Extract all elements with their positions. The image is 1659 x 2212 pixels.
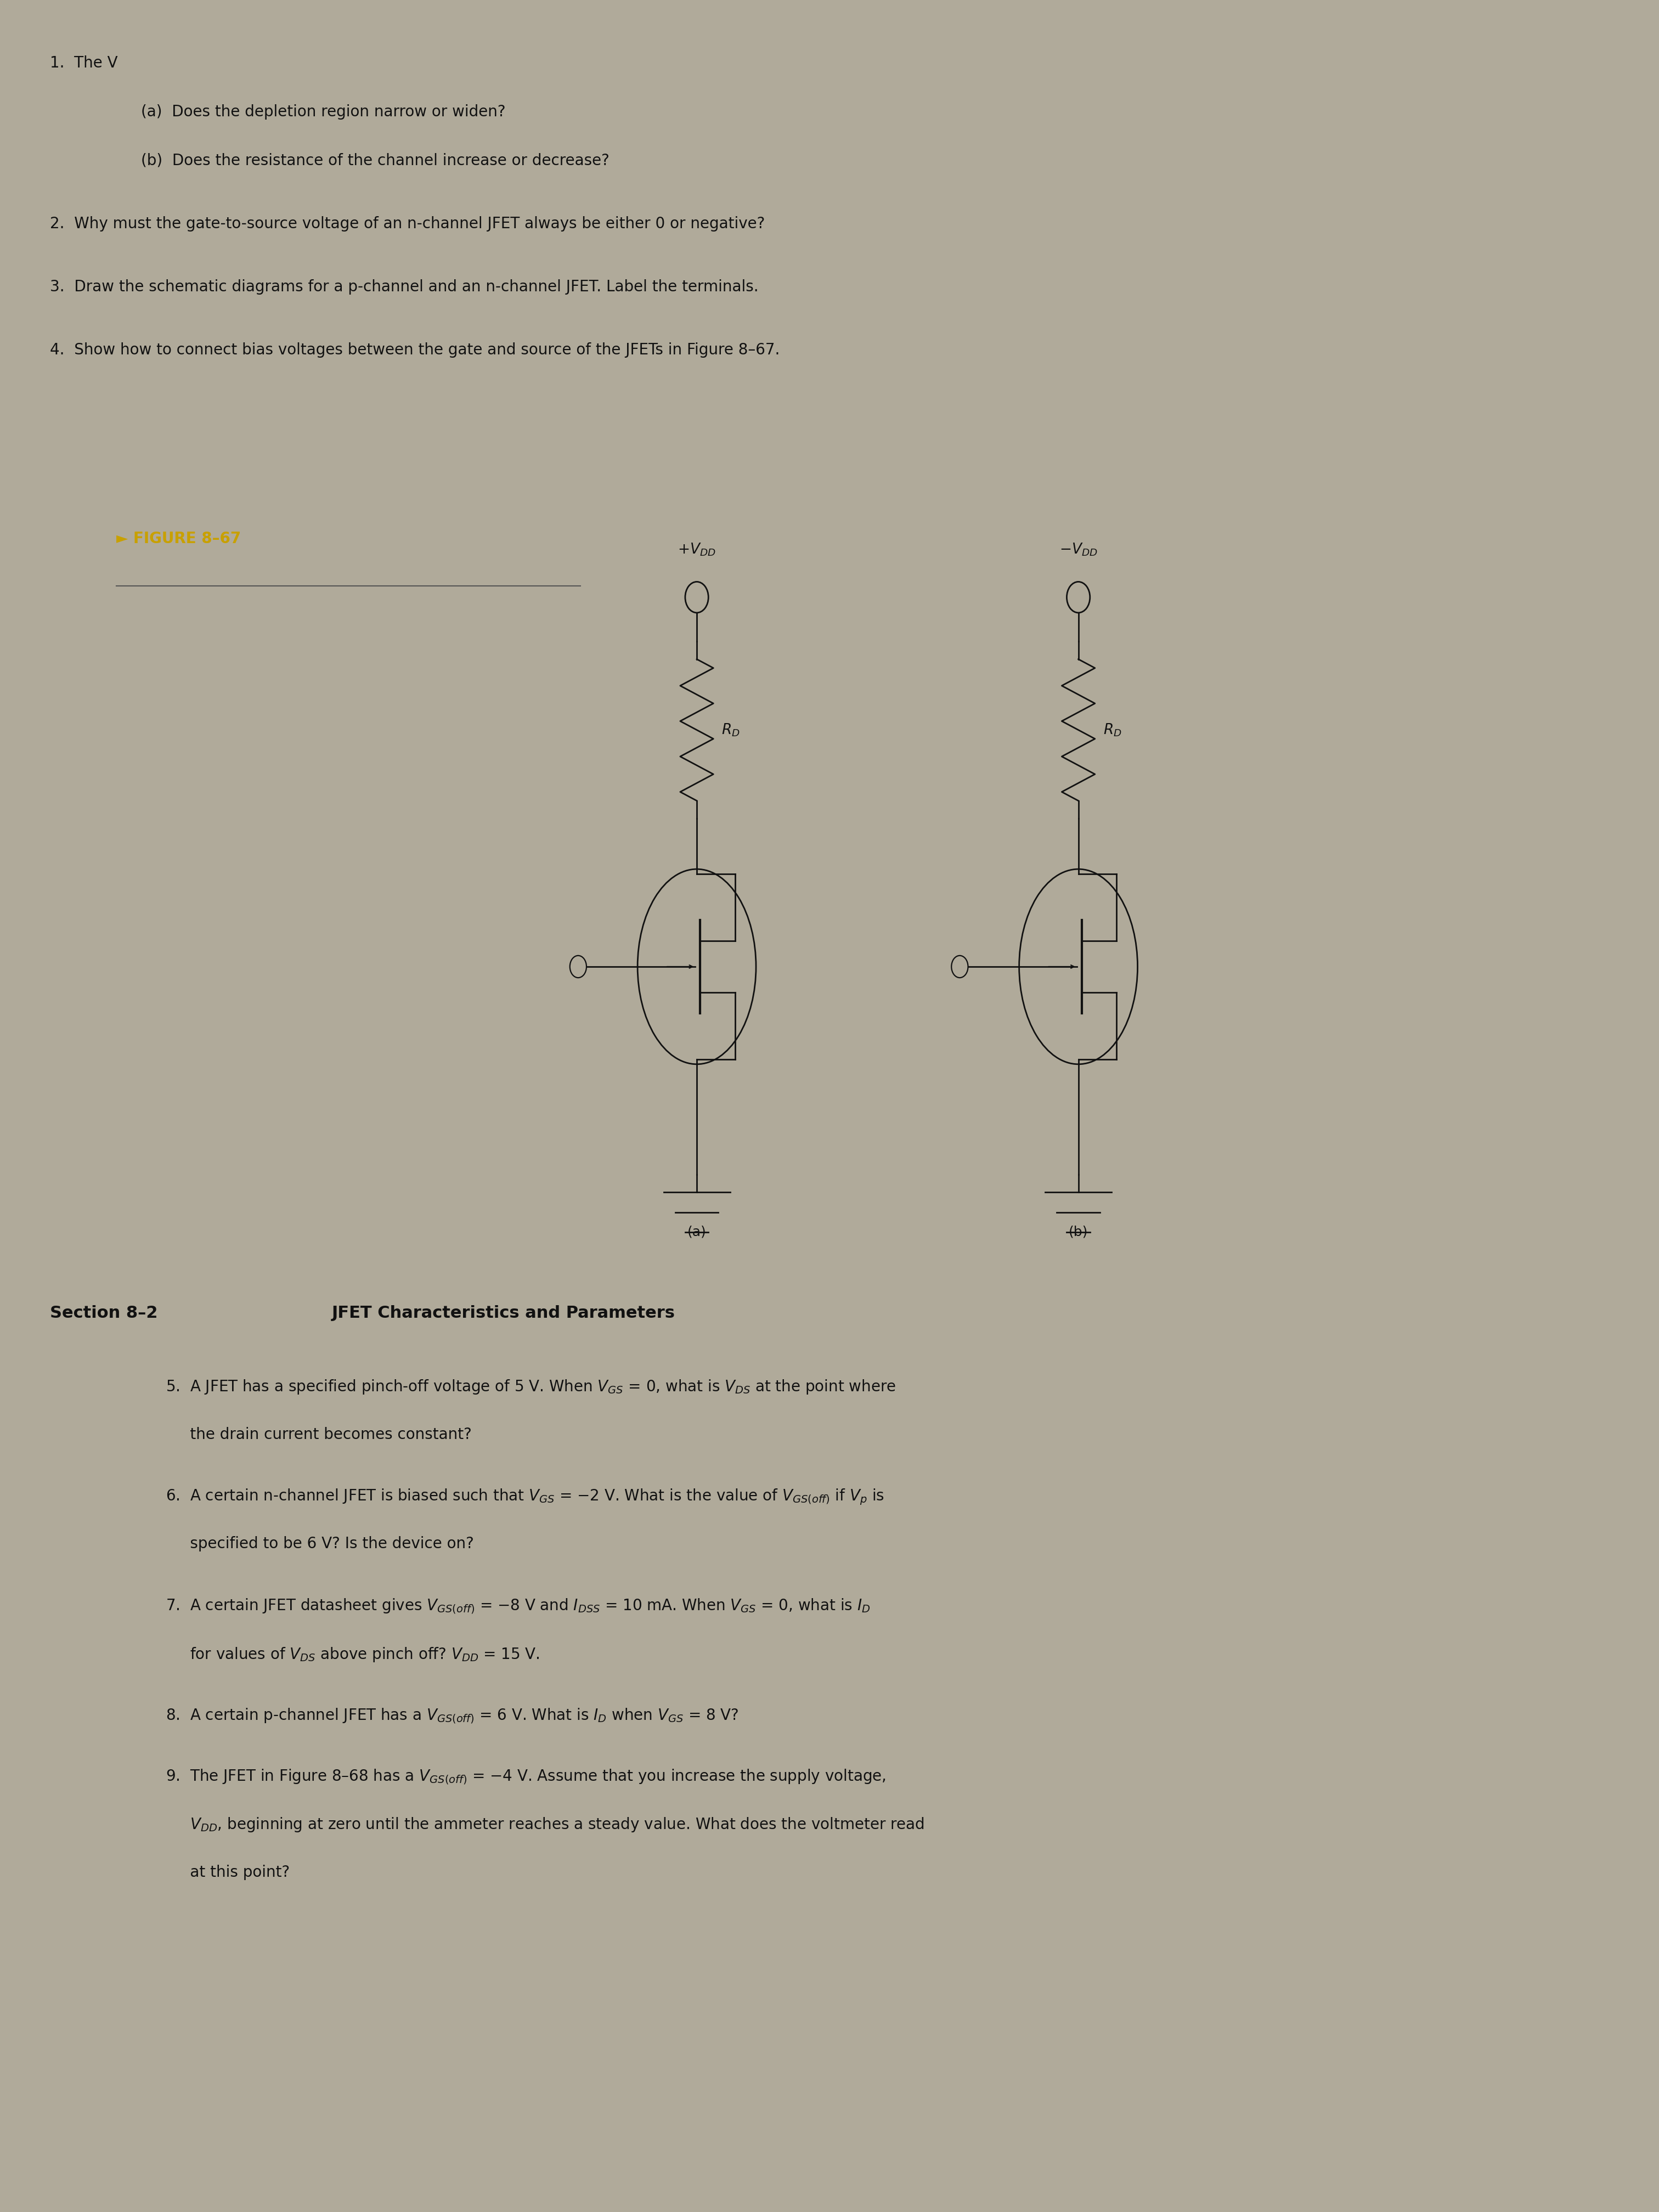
Text: 1.  The V: 1. The V: [50, 55, 118, 71]
Text: $R_D$: $R_D$: [1103, 721, 1121, 739]
Text: (b): (b): [1068, 1225, 1088, 1239]
Text: the drain current becomes constant?: the drain current becomes constant?: [166, 1427, 471, 1442]
Text: 9.  The JFET in Figure 8–68 has a $V_{GS(off)}$ = −4 V. Assume that you increase: 9. The JFET in Figure 8–68 has a $V_{GS(…: [166, 1767, 886, 1785]
Text: 2.  Why must the gate-to-source voltage of an n-channel JFET always be either 0 : 2. Why must the gate-to-source voltage o…: [50, 217, 765, 232]
Text: (b)  Does the resistance of the channel increase or decrease?: (b) Does the resistance of the channel i…: [141, 153, 609, 168]
Text: at this point?: at this point?: [166, 1865, 290, 1880]
Text: ► FIGURE 8–67: ► FIGURE 8–67: [116, 531, 241, 546]
Text: 8.  A certain p-channel JFET has a $V_{GS(off)}$ = 6 V. What is $I_D$ when $V_{G: 8. A certain p-channel JFET has a $V_{GS…: [166, 1708, 738, 1725]
Text: JFET Characteristics and Parameters: JFET Characteristics and Parameters: [332, 1305, 675, 1321]
Text: (a): (a): [687, 1225, 707, 1239]
Text: 7.  A certain JFET datasheet gives $V_{GS(off)}$ = −8 V and $I_{DSS}$ = 10 mA. W: 7. A certain JFET datasheet gives $V_{GS…: [166, 1597, 871, 1615]
Text: $+V_{DD}$: $+V_{DD}$: [677, 542, 717, 557]
Text: for values of $V_{DS}$ above pinch off? $V_{DD}$ = 15 V.: for values of $V_{DS}$ above pinch off? …: [166, 1646, 539, 1663]
Text: $V_{DD}$, beginning at zero until the ammeter reaches a steady value. What does : $V_{DD}$, beginning at zero until the am…: [166, 1816, 924, 1834]
Text: 3.  Draw the schematic diagrams for a p-channel and an n-channel JFET. Label the: 3. Draw the schematic diagrams for a p-c…: [50, 279, 758, 294]
Text: (a)  Does the depletion region narrow or widen?: (a) Does the depletion region narrow or …: [141, 104, 506, 119]
Text: specified to be 6 V? Is the device on?: specified to be 6 V? Is the device on?: [166, 1535, 474, 1551]
Text: 5.  A JFET has a specified pinch-off voltage of 5 V. When $V_{GS}$ = 0, what is : 5. A JFET has a specified pinch-off volt…: [166, 1378, 896, 1396]
Text: 4.  Show how to connect bias voltages between the gate and source of the JFETs i: 4. Show how to connect bias voltages bet…: [50, 343, 780, 358]
Text: $R_D$: $R_D$: [722, 721, 740, 739]
Text: Section 8–2: Section 8–2: [50, 1305, 158, 1321]
Text: 6.  A certain n-channel JFET is biased such that $V_{GS}$ = −2 V. What is the va: 6. A certain n-channel JFET is biased su…: [166, 1486, 884, 1506]
Text: $-V_{DD}$: $-V_{DD}$: [1058, 542, 1098, 557]
